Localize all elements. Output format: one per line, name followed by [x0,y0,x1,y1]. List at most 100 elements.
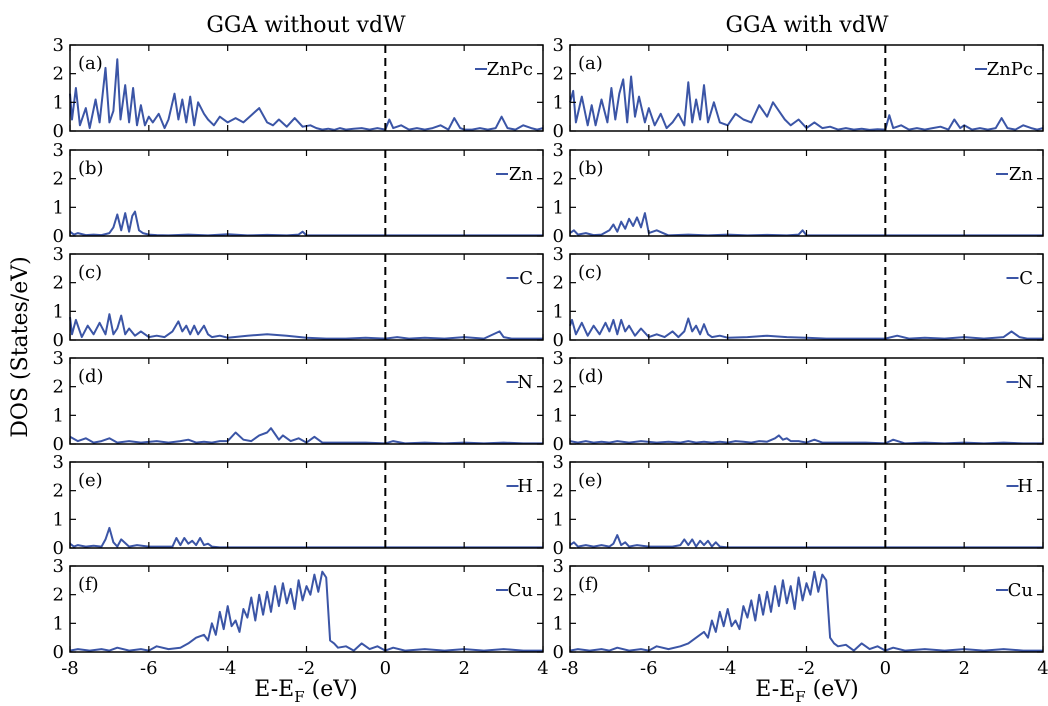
legend-label: Cu [1008,580,1033,601]
panel-frame [69,461,544,549]
y-tick-label: 0 [553,330,564,351]
panel-tag: (f) [578,574,599,595]
y-tick-label: 0 [553,434,564,455]
x-axis-label-main: E-E [755,677,795,702]
y-tick-label: 3 [553,140,564,161]
column-title-right: GGA with vdW [725,13,888,38]
x-axis-label-subscript: F [795,688,805,706]
y-tick-label: 2 [553,169,564,190]
y-tick-label: 1 [553,509,564,530]
dos-panel: 0 1 2 3 (b) Zn [553,140,1044,247]
dos-panel: 0 1 2 3 (e) H [553,452,1044,559]
x-axis-label-main: E-E [254,677,294,702]
panel-tag: (e) [578,470,603,491]
dos-panel: 0 1 2 3 (b) Zn [53,140,544,247]
panel-frame [69,253,544,341]
y-tick-label: 2 [53,481,64,502]
x-tick-label: 0 [880,658,891,679]
y-tick-label: 0 [53,330,64,351]
y-tick-label: 0 [53,538,64,559]
x-tick-label: -2 [798,658,816,679]
y-tick-label: 1 [53,509,64,530]
dos-panel: 0 1 2 3 (a) ZnPc [53,35,544,142]
dos-curve [569,434,1043,445]
panel-tag: (c) [578,262,602,283]
dos-curve [69,427,543,445]
panel-frame [569,565,1044,653]
y-tick-label: 3 [553,348,564,369]
panel-tag: (d) [78,366,104,387]
y-tick-label: 0 [53,642,64,663]
dos-panel: 0 1 2 3 (c) C [553,244,1044,351]
y-tick-label: 2 [53,273,64,294]
column-title-left: GGA without vdW [206,13,406,38]
x-tick-label: -8 [61,658,79,679]
legend-label: N [517,372,533,393]
panel-tag: (d) [578,366,604,387]
dos-curve [569,570,1043,652]
legend-label: H [1017,476,1033,497]
legend-label: C [1019,268,1033,289]
y-tick-label: 1 [553,613,564,634]
legend-label: N [1017,372,1033,393]
x-axis-label-right: E-EF (eV) [755,677,858,706]
dos-curve [569,75,1044,131]
panel-frame [569,357,1044,445]
panel-frame [69,149,544,237]
panel-frame [69,357,544,445]
y-tick-label: 3 [53,348,64,369]
y-tick-label: 1 [553,301,564,322]
y-tick-label: 0 [553,642,564,663]
x-tick-label: 4 [537,658,548,679]
y-tick-label: 0 [53,226,64,247]
y-tick-label: 0 [553,226,564,247]
y-tick-label: 3 [53,452,64,473]
legend-label: Cu [508,580,533,601]
y-tick-label: 1 [553,197,564,218]
panel-tag: (a) [578,53,603,74]
panel-frame [69,565,544,653]
y-tick-label: 3 [553,35,564,56]
y-tick-label: 3 [553,452,564,473]
legend-label: ZnPc [487,59,533,80]
y-tick-label: 3 [53,556,64,577]
x-tick-label: -2 [298,658,316,679]
legend-label: C [519,268,533,289]
y-tick-label: 2 [553,585,564,606]
dos-panel: 0 1 2 3 (e) H [53,452,544,559]
y-tick-label: 3 [553,244,564,265]
y-tick-label: 1 [53,92,64,113]
x-tick-label: 2 [958,658,969,679]
panel-frame [569,253,1044,341]
x-axis-label-left: E-EF (eV) [254,677,357,706]
x-tick-label: -6 [140,658,158,679]
x-tick-label: -6 [640,658,658,679]
y-tick-label: 2 [553,273,564,294]
y-tick-label: 1 [553,405,564,426]
dos-panel: 0 1 2 3 (d) N [53,348,544,455]
panel-tag: (c) [78,262,102,283]
x-tick-label: -8 [561,658,579,679]
y-tick-label: 1 [53,405,64,426]
x-axis-label-subscript: F [294,688,304,706]
x-axis-label-unit: (eV) [305,677,358,702]
x-axis-label-unit: (eV) [806,677,859,702]
y-tick-label: 0 [553,538,564,559]
dos-panel: 0 1 2 3 (d) N [553,348,1044,455]
y-tick-label: 3 [553,556,564,577]
x-tick-label: -4 [219,658,237,679]
y-tick-label: 1 [53,301,64,322]
y-axis-label: DOS (States/eV) [8,256,33,437]
dos-curve [69,58,544,131]
dos-panel: 0 1 2 3 -8 -6 -4 -2 0 2 4 (f) Cu [553,556,1048,679]
x-tick-label: 0 [380,658,391,679]
dos-curve [69,570,543,652]
legend-label: Zn [1009,164,1034,185]
y-tick-label: 2 [553,481,564,502]
y-tick-label: 0 [53,121,64,142]
panel-tag: (f) [78,574,99,595]
panel-tag: (e) [78,470,103,491]
dos-panel: 0 1 2 3 (a) ZnPc [553,35,1044,142]
panel-frame [69,44,544,132]
x-tick-label: 4 [1037,658,1048,679]
